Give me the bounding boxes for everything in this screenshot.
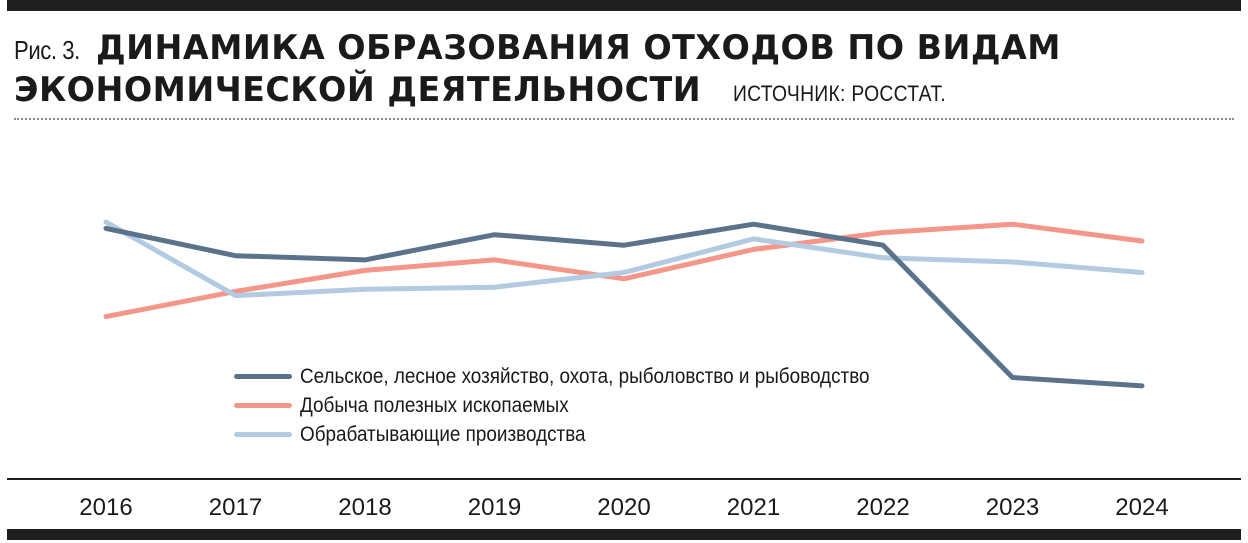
top-border-bar (7, 0, 1241, 11)
chart-title-line2: ЭКОНОМИЧЕСКОЙ ДЕЯТЕЛЬНОСТИ (14, 70, 702, 110)
x-tick-label-2020: 2020 (597, 494, 650, 521)
bottom-border-bar (7, 529, 1241, 540)
legend-label-agriculture: Сельское, лесное хозяйство, охота, рыбол… (300, 364, 870, 388)
legend-label-mining: Добыча полезных ископаемых (300, 393, 569, 417)
title-line-2: ЭКОНОМИЧЕСКОЙ ДЕЯТЕЛЬНОСТИ ИСТОЧНИК: РОС… (14, 70, 1234, 110)
source-note: ИСТОЧНИК: РОССТАТ. (733, 81, 947, 106)
legend-label-manufacturing: Обрабатывающие производства (300, 422, 586, 446)
x-axis-ticks: 2016 2017 2018 2019 2020 2021 2022 2023 2024 (79, 494, 1168, 521)
legend-item-mining: Добыча полезных ископаемых (234, 391, 933, 420)
x-tick-label-2018: 2018 (338, 494, 391, 521)
x-tick-label-2022: 2022 (856, 494, 909, 521)
figure-label: Рис. 3. (14, 35, 80, 65)
x-tick-label-2016: 2016 (79, 494, 132, 521)
chart-title-line1: ДИНАМИКА ОБРАЗОВАНИЯ ОТХОДОВ ПО ВИДАМ (96, 28, 1061, 68)
legend-swatch-agriculture (234, 374, 292, 379)
x-tick-label-2023: 2023 (986, 494, 1039, 521)
x-tick-label-2019: 2019 (468, 494, 521, 521)
legend-item-manufacturing: Обрабатывающие производства (234, 420, 933, 449)
dotted-separator (14, 118, 1234, 120)
series-group (103, 219, 1145, 389)
legend-swatch-mining (234, 403, 292, 408)
title-line-1: Рис. 3. ДИНАМИКА ОБРАЗОВАНИЯ ОТХОДОВ ПО … (14, 28, 1234, 68)
legend-item-agriculture: Сельское, лесное хозяйство, охота, рыбол… (234, 362, 933, 391)
x-tick-label-2024: 2024 (1115, 494, 1168, 521)
x-tick-label-2021: 2021 (727, 494, 780, 521)
figure-header: Рис. 3. ДИНАМИКА ОБРАЗОВАНИЯ ОТХОДОВ ПО … (14, 28, 1234, 110)
x-tick-label-2017: 2017 (209, 494, 262, 521)
legend-swatch-manufacturing (234, 432, 292, 437)
legend: Сельское, лесное хозяйство, охота, рыбол… (234, 362, 933, 449)
